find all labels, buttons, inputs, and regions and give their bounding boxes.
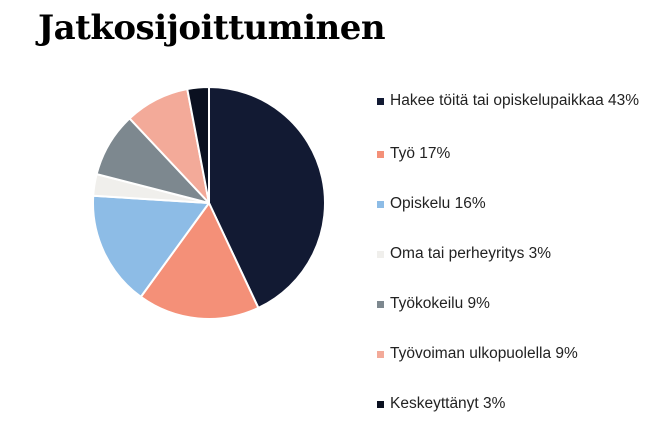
- legend-label: Työkokeilu 9%: [390, 295, 490, 312]
- pie-slice-3: [92, 194, 210, 298]
- legend-label: Työ 17%: [390, 145, 451, 162]
- legend-label: Työvoiman ulkopuolella 9%: [390, 345, 578, 362]
- legend-label: Oma tai perheyritys 3%: [390, 245, 552, 262]
- legend-label: Hakee töitä tai opiskelupaikkaa 43%: [390, 92, 640, 109]
- legend-swatch: [377, 201, 384, 208]
- legend-swatch: [377, 151, 384, 158]
- legend-swatch: [377, 98, 384, 105]
- legend-label: Opiskelu 16%: [390, 195, 486, 212]
- legend-swatch: [377, 301, 384, 308]
- pie-slice-7: [186, 85, 210, 204]
- pie-slice-1: [208, 86, 326, 309]
- legend-item: Työ 17%: [377, 144, 647, 164]
- legend-item: Työkokeilu 9%: [377, 294, 647, 314]
- legend-item: Hakee töitä tai opiskelupaikkaa 43%: [377, 91, 647, 111]
- legend-label: Keskeyttänyt 3%: [390, 395, 506, 412]
- chart-title: Jatkosijoittuminen: [38, 8, 386, 48]
- pie-slice-2: [139, 202, 260, 320]
- legend-item: Työvoiman ulkopuolella 9%: [377, 344, 647, 364]
- legend-item: Oma tai perheyritys 3%: [377, 244, 647, 264]
- legend-item: Opiskelu 16%: [377, 194, 647, 214]
- legend-item: Keskeyttänyt 3%: [377, 394, 647, 414]
- legend-swatch: [377, 351, 384, 358]
- legend-swatch: [377, 401, 384, 408]
- legend-swatch: [377, 251, 384, 258]
